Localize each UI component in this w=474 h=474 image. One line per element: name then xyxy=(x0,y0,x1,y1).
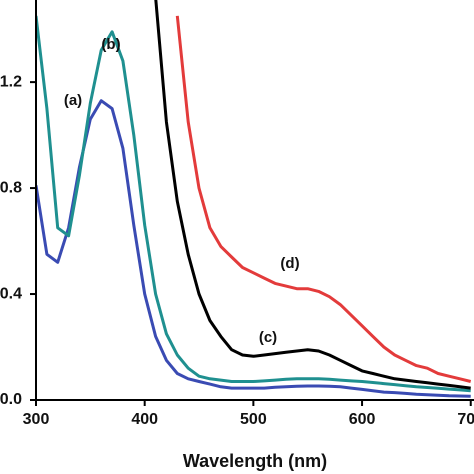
y-tick-label: 0.8 xyxy=(0,179,22,196)
x-tick-label: 600 xyxy=(349,411,376,428)
series-line xyxy=(36,15,471,393)
series-line xyxy=(36,99,471,398)
series-label: (a) xyxy=(64,92,82,109)
y-tick-label: 0.0 xyxy=(0,391,22,408)
series-label: (d) xyxy=(280,255,299,272)
y-tick-label: 1.2 xyxy=(0,73,22,90)
series-label: (b) xyxy=(101,36,120,53)
series-label: (c) xyxy=(259,329,277,346)
x-tick-label: 700 xyxy=(457,411,474,428)
series-line xyxy=(154,0,471,390)
x-tick-label: 300 xyxy=(23,411,50,428)
y-tick-label: 0.4 xyxy=(0,285,22,302)
plot-area xyxy=(36,0,472,398)
x-axis-title: Wavelength (nm) xyxy=(183,451,327,471)
x-tick-label: 500 xyxy=(240,411,267,428)
series-line xyxy=(175,15,472,383)
x-tick-label: 400 xyxy=(131,411,158,428)
